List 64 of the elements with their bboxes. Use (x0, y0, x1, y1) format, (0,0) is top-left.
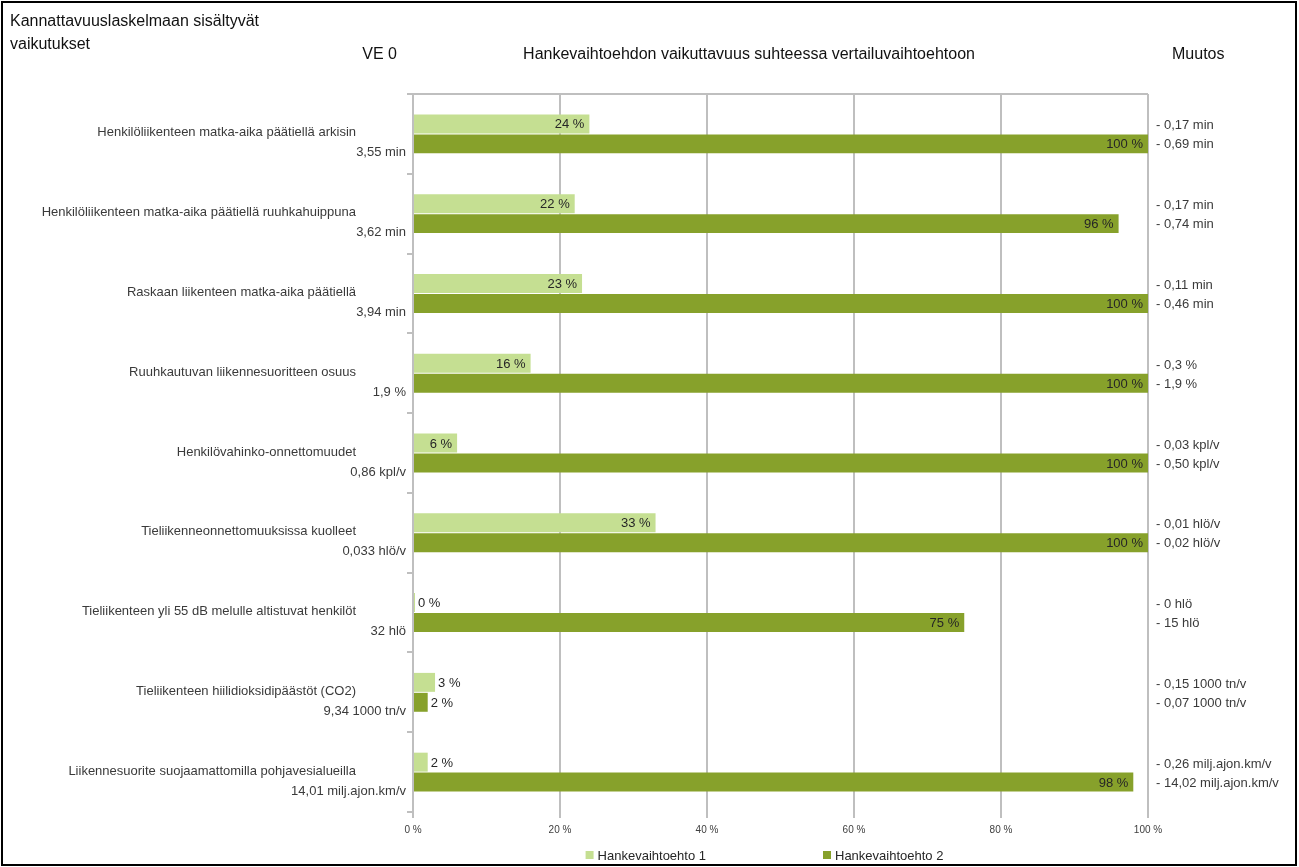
y-tick-label: Liikennesuorite suojaamattomilla pohjavesialueilla 14,01 milj.ajon.km/v (68, 762, 407, 798)
data-label: 6 % (429, 435, 453, 451)
bar (414, 672, 436, 692)
data-label: 16 % (495, 355, 527, 371)
data-label: 2 % (430, 754, 454, 770)
y2-tick-label: - 0 hlö - 15 hlö (1156, 596, 1200, 631)
x-tick-label: 40 % (695, 823, 719, 835)
y-tick-label: Tieliikenneonnettomuuksissa kuolleet 0,033 hlö/v (141, 523, 407, 559)
bar (414, 373, 1148, 393)
y2-tick-label: - 0,01 hlö/v - 0,02 hlö/v (1156, 516, 1221, 551)
bar (414, 274, 583, 293)
y2-axis-title: Muutos (1172, 45, 1225, 63)
bar (414, 533, 1148, 553)
y2-tick-label: - 0,17 min - 0,74 min (1156, 197, 1214, 232)
legend-label: Hankevaihtoehto 2 (835, 847, 944, 863)
data-label: 100 % (1106, 375, 1144, 391)
category-label: Ruuhkautuvan liikennesuoritteen osuus 1,9 % (129, 363, 406, 399)
bar (414, 752, 428, 772)
bar (414, 513, 656, 533)
y2-tick-label: - 0,11 min - 0,46 min (1156, 277, 1214, 312)
bar (414, 453, 1148, 473)
data-label: 100 % (1106, 535, 1144, 551)
bar (414, 613, 965, 632)
data-label: 75 % (929, 615, 960, 631)
data-label: 3 % (438, 674, 461, 690)
y-tick-label: Henkilöliikenteen matka-aika päätiellä arkisin 3,55 min (97, 124, 406, 160)
x-tick-label: 60 % (842, 823, 866, 835)
bar (414, 692, 428, 712)
bar (414, 114, 590, 134)
data-label: 33 % (620, 515, 651, 531)
y-tick-label: Henkilövahinko-onnettomuudet 0,86 kpl/v (176, 443, 407, 479)
bar (414, 214, 1119, 234)
data-label: 100 % (1106, 136, 1144, 152)
text: VE 0 (362, 45, 397, 63)
y2-tick-label: - 0,03 kpl/v - 0,50 kpl/v (1156, 436, 1221, 471)
data-label: 0 % (418, 595, 441, 611)
data-label: 96 % (1083, 216, 1115, 232)
y2-tick-label: - 0,26 milj.ajon.km/v - 14,02 milj.ajon.km/v (1156, 755, 1280, 790)
x-tick-label: 100 % (1133, 823, 1163, 835)
bar (414, 353, 531, 373)
x-tick-label: 80 % (989, 823, 1013, 835)
x-tick-label: 0 % (404, 823, 422, 835)
bar (414, 194, 575, 214)
data-label: 24 % (554, 116, 585, 132)
y2-tick-label: - 0,15 1000 tn/v - 0,07 1000 tn/v (1156, 675, 1247, 710)
bar (414, 134, 1148, 154)
y2-tick-label: - 0,3 % - 1,9 % (1156, 356, 1198, 391)
data-label: 23 % (547, 276, 578, 292)
data-label: 98 % (1098, 774, 1129, 790)
bar (414, 772, 1134, 792)
x-tick-label: 20 % (548, 823, 572, 835)
data-label: 100 % (1106, 295, 1144, 311)
data-label: 100 % (1106, 455, 1144, 471)
y-tick-label: Tieliikenteen yli 55 dB melulle altistuvat henkilöt 32 hlö (81, 603, 406, 639)
y2-tick-label: - 0,17 min - 0,69 min (1156, 117, 1214, 152)
y-tick-label: Henkilöliikenteen matka-aika päätiellä ruuhkahuippuna 3,62 min (41, 204, 406, 240)
data-label: 2 % (430, 694, 454, 710)
y-axis-title: Kannattavuuslaskelmaan sisältyvät vaikutukset (10, 11, 261, 54)
chart-title: Hankevaihtoehdon vaikuttavuus suhteessa vertailuvaihtoehtoon (523, 45, 975, 63)
y-tick-label: Raskaan liikenteen matka-aika päätiellä 3,94 min (126, 284, 406, 320)
data-label: 22 % (540, 196, 571, 212)
bar (414, 293, 1148, 313)
legend-label: Hankevaihtoehto 1 (597, 847, 707, 863)
y-tick-label: Tieliikenteen hiilidioksidipäästöt (CO2) 9,34 1000 tn/v (136, 682, 407, 718)
